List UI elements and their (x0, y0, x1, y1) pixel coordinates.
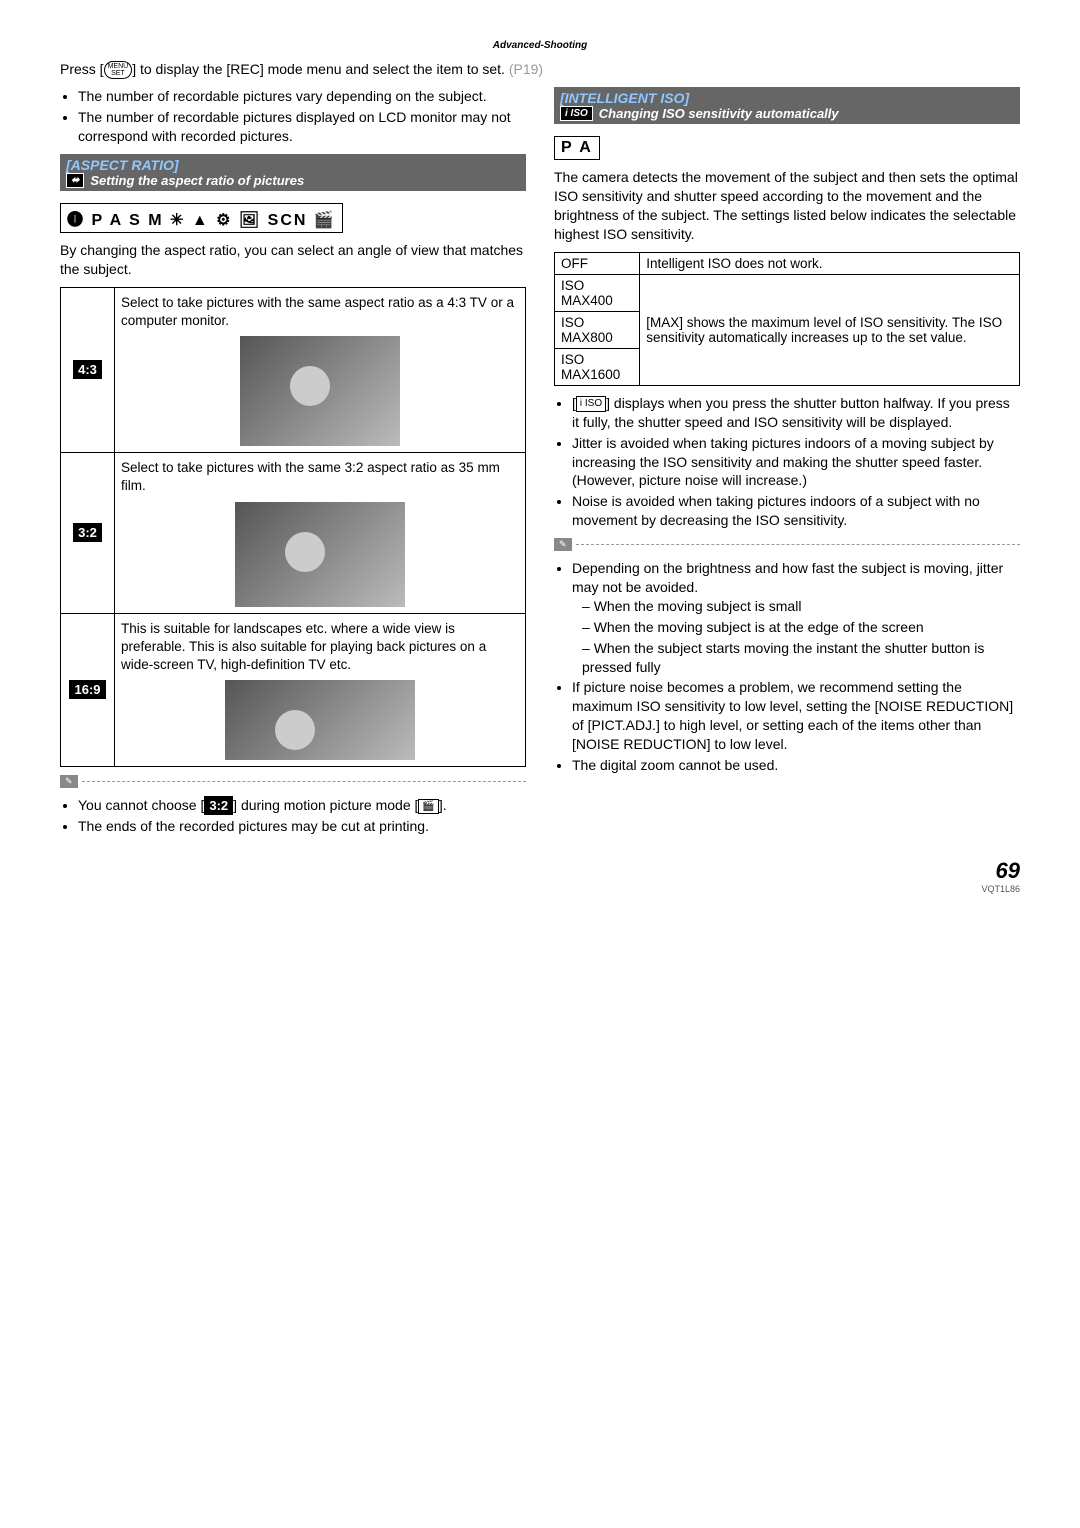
aspect-ratio-header: [ASPECT RATIO] ⬌ Setting the aspect rati… (60, 154, 526, 191)
aspect-desc: By changing the aspect ratio, you can se… (60, 241, 526, 279)
feature-subtitle: i ISO Changing ISO sensitivity automatic… (560, 106, 1014, 121)
iso-off-label: OFF (555, 252, 640, 274)
note-bullet: Depending on the brightness and how fast… (572, 559, 1020, 676)
mode-strip: 🅘 P A S M ✳ ▲ ⚙ 🖼 SCN 🎬 (60, 203, 343, 233)
note-bullet: The digital zoom cannot be used. (572, 756, 1020, 775)
feature-title: [INTELLIGENT ISO] (560, 90, 1014, 106)
ratio-169-text: This is suitable for landscapes etc. whe… (121, 620, 519, 675)
menu-set-icon: MENUSET (104, 61, 133, 79)
motion-picture-icon: 🎬 (418, 799, 438, 815)
intro-bullet: The number of recordable pictures vary d… (78, 87, 526, 106)
note-bullet: You cannot choose [3:2] during motion pi… (78, 796, 526, 815)
iso-merged-text: [MAX] shows the maximum level of ISO sen… (640, 274, 1020, 385)
iso-bullet: Jitter is avoided when taking pictures i… (572, 434, 1020, 491)
document-id: VQT1L86 (60, 884, 1020, 894)
mode-strip: P A (554, 136, 600, 160)
press-ref: (P19) (509, 61, 543, 77)
left-column: The number of recordable pictures vary d… (60, 87, 526, 844)
iso-800-label: ISO MAX800 (555, 311, 640, 348)
ratio-badge-43: 4:3 (73, 360, 102, 379)
aspect-icon: ⬌ (66, 173, 84, 188)
iso-desc: The camera detects the movement of the s… (554, 168, 1020, 244)
press-pre: Press [ (60, 61, 104, 77)
page-number: 69 (60, 858, 1020, 884)
iso-bullet: Noise is avoided when taking pictures in… (572, 492, 1020, 530)
iso-inline-icon: i ISO (576, 396, 606, 412)
press-mid: ] to display the [REC] mode menu and sel… (132, 61, 509, 77)
ratio-badge-inline: 3:2 (204, 796, 233, 815)
intelligent-iso-header: [INTELLIGENT ISO] i ISO Changing ISO sen… (554, 87, 1020, 124)
press-line: Press [MENUSET] to display the [REC] mod… (60, 61, 1020, 79)
note-bullet: The ends of the recorded pictures may be… (78, 817, 526, 836)
note-bullet: If picture noise becomes a problem, we r… (572, 678, 1020, 754)
feature-subtitle: ⬌ Setting the aspect ratio of pictures (66, 173, 520, 188)
iso-off-text: Intelligent ISO does not work. (640, 252, 1020, 274)
note-icon: ✎ (554, 538, 572, 551)
ratio-43-text: Select to take pictures with the same as… (121, 294, 519, 330)
note-divider: ✎ (60, 775, 526, 788)
right-column: [INTELLIGENT ISO] i ISO Changing ISO sen… (554, 87, 1020, 844)
feature-title: [ASPECT RATIO] (66, 157, 520, 173)
iso-400-label: ISO MAX400 (555, 274, 640, 311)
sample-image-169 (225, 680, 415, 760)
sample-image-43 (240, 336, 400, 446)
section-header: Advanced-Shooting (60, 40, 1020, 51)
sub-bullet: When the moving subject is at the edge o… (582, 618, 1020, 637)
iso-table: OFF Intelligent ISO does not work. ISO M… (554, 252, 1020, 386)
ratio-badge-32: 3:2 (73, 523, 102, 542)
note-icon: ✎ (60, 775, 78, 788)
ratio-badge-169: 16:9 (69, 680, 105, 699)
iso-1600-label: ISO MAX1600 (555, 348, 640, 385)
sub-bullet: When the subject starts moving the insta… (582, 639, 1020, 677)
note-divider: ✎ (554, 538, 1020, 551)
intro-bullet: The number of recordable pictures displa… (78, 108, 526, 146)
iso-bullet: [i ISO] displays when you press the shut… (572, 394, 1020, 432)
iso-icon: i ISO (560, 106, 593, 121)
sub-bullet: When the moving subject is small (582, 597, 1020, 616)
ratio-32-text: Select to take pictures with the same 3:… (121, 459, 519, 495)
sample-image-32 (235, 502, 405, 607)
aspect-ratio-table: 4:3 Select to take pictures with the sam… (60, 287, 526, 768)
